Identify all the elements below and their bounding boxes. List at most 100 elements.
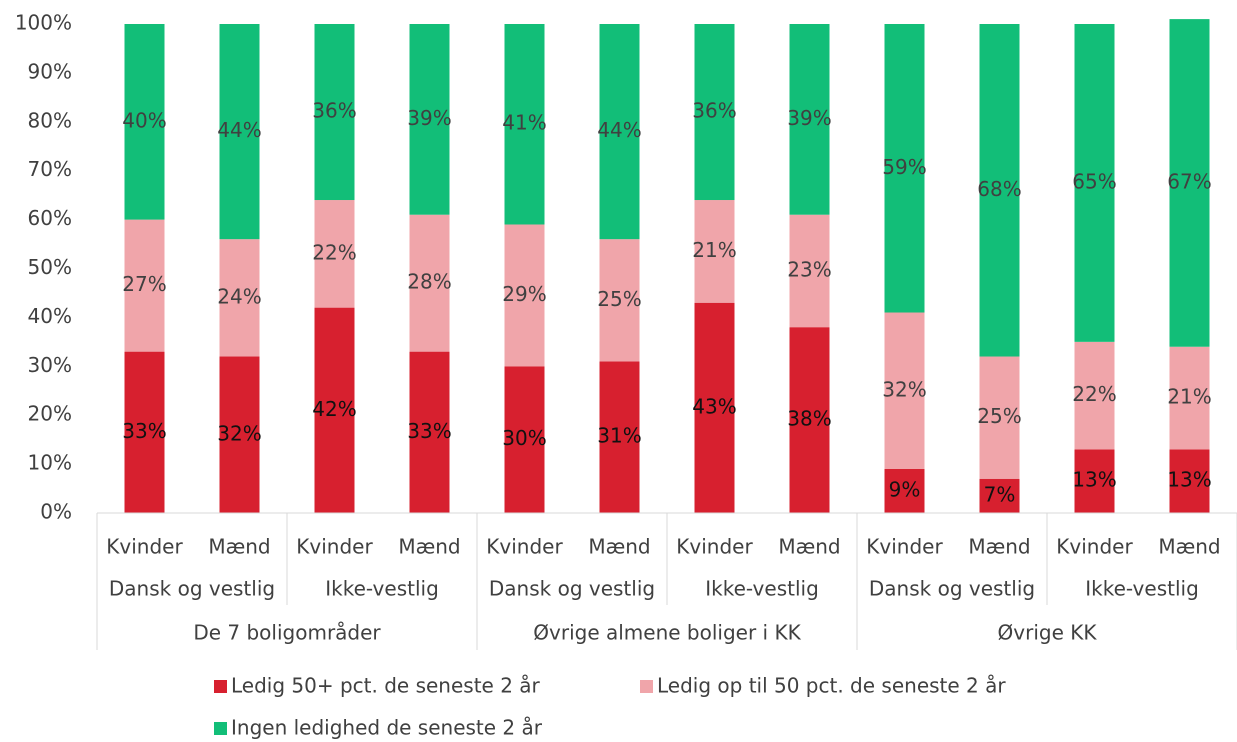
- x-tick-label: Kvinder: [296, 535, 373, 559]
- bar-segment: [694, 200, 735, 303]
- data-label: 29%: [502, 282, 546, 306]
- bar-segment: [219, 356, 260, 513]
- data-label: 21%: [692, 238, 736, 262]
- legend-swatch: [214, 680, 227, 693]
- bar-segment: [124, 24, 165, 220]
- data-label: 44%: [597, 118, 641, 142]
- x-tick-label: Kvinder: [486, 535, 563, 559]
- bar-segment: [884, 468, 925, 513]
- bar-segment: [504, 366, 545, 513]
- group-label: De 7 boligområder: [193, 621, 381, 645]
- bar-segment: [314, 307, 355, 513]
- data-label: 31%: [597, 424, 641, 448]
- x-tick-label: Mænd: [588, 535, 650, 559]
- group-label: Ikke-vestlig: [705, 577, 819, 601]
- data-label: 28%: [407, 270, 451, 294]
- legend-label: Ledig op til 50 pct. de seneste 2 år: [657, 674, 1006, 698]
- data-label: 21%: [1167, 385, 1211, 409]
- group-label: Dansk og vestlig: [869, 577, 1035, 601]
- group-label: Ikke-vestlig: [1085, 577, 1199, 601]
- legend-label: Ingen ledighed de seneste 2 år: [231, 716, 543, 740]
- data-label: 13%: [1072, 468, 1116, 492]
- bar-segment: [789, 214, 830, 328]
- x-tick-label: Mænd: [398, 535, 460, 559]
- bar-segment: [409, 214, 450, 352]
- y-tick-label: 50%: [28, 255, 72, 279]
- data-label: 65%: [1072, 169, 1116, 193]
- x-tick-label: Mænd: [968, 535, 1030, 559]
- y-tick-label: 90%: [28, 59, 72, 83]
- bar-segment: [884, 24, 925, 313]
- data-label: 23%: [787, 257, 831, 281]
- data-label: 7%: [984, 482, 1016, 506]
- bar-segment: [599, 361, 640, 513]
- y-tick-label: 80%: [28, 108, 72, 132]
- bar-segment: [124, 219, 165, 352]
- group-label: Dansk og vestlig: [489, 577, 655, 601]
- data-label: 33%: [122, 419, 166, 443]
- data-label: 33%: [407, 419, 451, 443]
- data-label: 32%: [882, 377, 926, 401]
- data-label: 36%: [312, 99, 356, 123]
- bar-segment: [979, 24, 1020, 357]
- y-tick-label: 20%: [28, 402, 72, 426]
- data-label: 25%: [597, 287, 641, 311]
- x-tick-label: Mænd: [778, 535, 840, 559]
- bar-segment: [884, 312, 925, 469]
- y-tick-label: 100%: [15, 11, 72, 35]
- bar-segment: [219, 24, 260, 240]
- bar-segment: [1169, 449, 1210, 513]
- bar-segment: [694, 24, 735, 201]
- bar-segment: [599, 239, 640, 362]
- data-label: 24%: [217, 284, 261, 308]
- data-label: 42%: [312, 397, 356, 421]
- data-label: 30%: [502, 426, 546, 450]
- data-label: 44%: [217, 118, 261, 142]
- x-tick-label: Kvinder: [676, 535, 753, 559]
- data-label: 68%: [977, 177, 1021, 201]
- data-label: 41%: [502, 111, 546, 135]
- data-label: 36%: [692, 99, 736, 123]
- x-tick-label: Kvinder: [106, 535, 183, 559]
- group-label: Dansk og vestlig: [109, 577, 275, 601]
- data-label: 22%: [1072, 382, 1116, 406]
- bar-segment: [314, 24, 355, 201]
- y-tick-label: 10%: [28, 451, 72, 475]
- bar-segment: [504, 224, 545, 367]
- y-tick-label: 30%: [28, 353, 72, 377]
- x-tick-label: Kvinder: [1056, 535, 1133, 559]
- bar-segment: [314, 200, 355, 308]
- bar-segment: [979, 356, 1020, 479]
- data-label: 22%: [312, 240, 356, 264]
- group-label: Ikke-vestlig: [325, 577, 439, 601]
- bar-segment: [1169, 19, 1210, 347]
- bar-segment: [694, 302, 735, 513]
- bar-segment: [409, 351, 450, 513]
- data-label: 9%: [889, 477, 921, 501]
- x-tick-label: Kvinder: [866, 535, 943, 559]
- data-label: 25%: [977, 404, 1021, 428]
- data-label: 32%: [217, 421, 261, 445]
- data-label: 13%: [1167, 468, 1211, 492]
- data-label: 43%: [692, 394, 736, 418]
- data-label: 38%: [787, 407, 831, 431]
- bar-segment: [124, 351, 165, 513]
- bar-segment: [504, 24, 545, 225]
- y-tick-label: 70%: [28, 157, 72, 181]
- group-label: Øvrige KK: [998, 621, 1098, 645]
- y-tick-label: 60%: [28, 206, 72, 230]
- data-label: 27%: [122, 272, 166, 296]
- bar-segment: [1074, 341, 1115, 450]
- bar-segment: [1074, 449, 1115, 513]
- data-label: 39%: [787, 106, 831, 130]
- y-tick-label: 0%: [40, 500, 72, 524]
- legend-swatch: [214, 722, 227, 735]
- data-label: 59%: [882, 155, 926, 179]
- bar-segment: [1074, 24, 1115, 342]
- legend-swatch: [640, 680, 653, 693]
- data-label: 40%: [122, 108, 166, 132]
- data-label: 39%: [407, 106, 451, 130]
- bar-segment: [789, 24, 830, 215]
- bar-segment: [409, 24, 450, 215]
